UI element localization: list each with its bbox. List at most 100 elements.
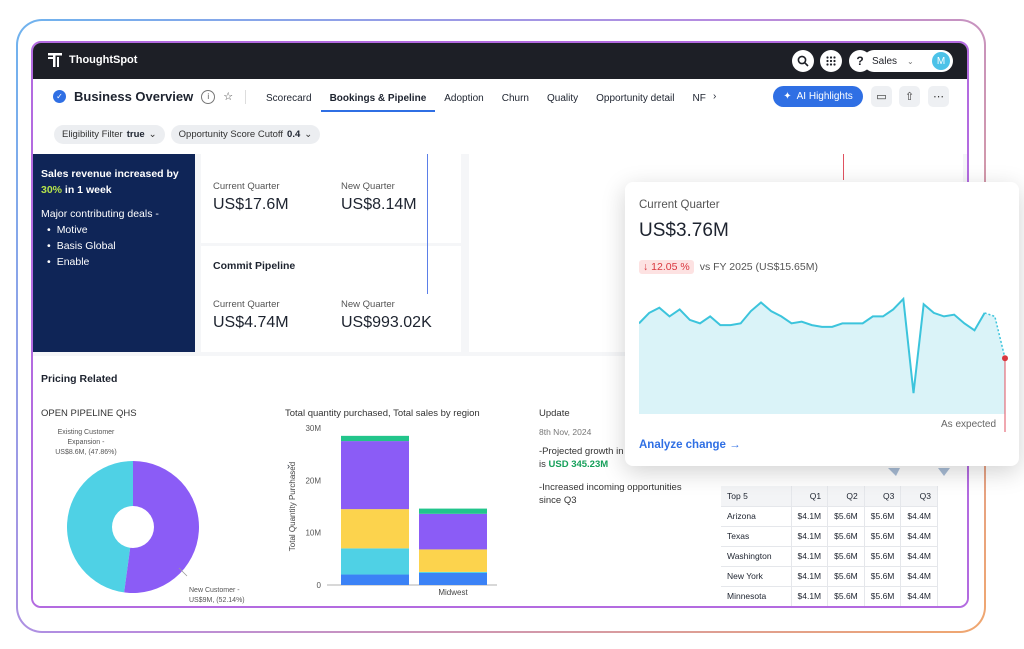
bar-segment[interactable]	[419, 508, 487, 514]
chart-cursor-line	[427, 154, 428, 294]
org-selector[interactable]: Sales ⌄ M	[863, 50, 953, 72]
delta-badge: ↓ 12.05 %	[639, 260, 694, 274]
table-header[interactable]: Q2	[827, 486, 865, 507]
table-row[interactable]: Arizona $4.1M $5.6M $5.6M $4.4M	[721, 506, 938, 527]
table-row[interactable]: Washington $4.1M $5.6M $5.6M $4.4M	[721, 546, 938, 567]
analyze-change-link[interactable]: Analyze change →	[639, 439, 741, 451]
verified-badge-icon: ✓	[53, 90, 66, 103]
anomaly-point[interactable]	[1002, 355, 1008, 362]
share-icon[interactable]: ⇧	[899, 86, 920, 107]
ai-highlights-button[interactable]: ✦ AI Highlights	[773, 86, 863, 107]
table-row[interactable]: Minnesota $4.1M $5.6M $5.6M $4.4M	[721, 586, 938, 606]
bar-segment[interactable]	[419, 571, 487, 573]
donut-label-line: US$8.6M, (47.86%)	[55, 449, 117, 456]
tab-opportunity-detail[interactable]: Opportunity detail	[596, 93, 675, 104]
kpi-popup-card[interactable]: Current Quarter US$3.76M ↓ 12.05 % vs FY…	[625, 182, 1019, 466]
trend-line[interactable]	[639, 296, 986, 394]
kpi-value: US$17.6M	[213, 196, 289, 213]
tab-adoption[interactable]: Adoption	[444, 93, 484, 104]
table-row[interactable]: New York $4.1M $5.6M $5.6M $4.4M	[721, 566, 938, 587]
eligibility-filter-chip[interactable]: Eligibility Filter true ⌄	[54, 125, 165, 144]
table-header[interactable]: Top 5	[721, 486, 792, 507]
table-cell: Washington	[721, 546, 792, 567]
quantity-bar-chart: 0 10M 20M 30M Total Quantity Purchased Midwes…	[288, 424, 497, 597]
bar-segment[interactable]	[341, 435, 409, 442]
bar-segment[interactable]	[419, 513, 487, 550]
insight-card[interactable]: Sales revenue increased by 30% in 1 week…	[33, 154, 195, 352]
bar-segment[interactable]	[341, 548, 409, 575]
more-options-icon[interactable]: ⋯	[928, 86, 949, 107]
tab-bookings-pipeline[interactable]: Bookings & Pipeline	[320, 91, 436, 112]
table-cell: $4.1M	[791, 586, 829, 606]
kpi-value: US$4.74M	[213, 314, 289, 331]
insight-highlight: 30%	[41, 184, 63, 196]
brand-logo[interactable]: ThoughtSpot	[47, 52, 137, 68]
kpi-label: New Quarter	[341, 299, 395, 310]
donut-slice-existing[interactable]	[67, 461, 133, 593]
table-cell: $4.4M	[900, 526, 938, 547]
table-cell: $5.6M	[827, 586, 865, 606]
search-icon[interactable]	[792, 50, 814, 72]
chevron-down-icon: ⌄	[148, 129, 157, 140]
commit-pipeline-card[interactable]: Commit Pipeline Current Quarter US$4.74M…	[201, 246, 461, 352]
tab-quality[interactable]: Quality	[547, 93, 579, 104]
popup-label: Current Quarter	[639, 199, 720, 211]
tab-bar: Scorecard Bookings & Pipeline Adoption C…	[257, 91, 708, 112]
org-name: Sales	[872, 55, 898, 67]
table-cell: $4.1M	[791, 526, 829, 547]
bar-segment[interactable]	[341, 574, 409, 585]
table-cell: $5.6M	[827, 546, 865, 567]
expected-label: As expected	[941, 419, 997, 430]
tab-churn[interactable]: Churn	[501, 93, 529, 104]
apps-grid-icon[interactable]	[820, 50, 842, 72]
tab-scorecard[interactable]: Scorecard	[266, 93, 312, 104]
bar-segment[interactable]	[419, 572, 487, 585]
filter-value: 0.4	[287, 129, 301, 140]
tab-scroll-right-icon[interactable]: ›	[713, 91, 717, 102]
section-title: Pricing Related	[41, 373, 118, 385]
donut-hole	[112, 506, 154, 548]
bar-segment[interactable]	[341, 509, 409, 549]
y-tick-label: 30M	[305, 424, 321, 433]
table-cell: $4.1M	[791, 566, 829, 587]
update-line: -Projected growth in	[539, 446, 624, 457]
filter-value: true	[126, 129, 145, 140]
info-icon[interactable]: i	[201, 89, 216, 104]
expand-chevron-icon[interactable]: ›	[287, 461, 290, 471]
sparkle-icon: ✦	[783, 91, 792, 102]
table-header[interactable]: Q3	[864, 486, 902, 507]
table-cell: $4.4M	[900, 586, 938, 606]
deal-item: Motive	[47, 222, 187, 238]
pricing-section: Pricing Related OPEN PIPELINE QHS Existi…	[33, 356, 967, 606]
tab-truncated[interactable]: NF	[692, 93, 706, 104]
insight-line: in 1 week	[62, 184, 112, 196]
table-cell: Minnesota	[721, 586, 792, 606]
bar-segment[interactable]	[341, 441, 409, 510]
delta-value: 12.05 %	[651, 261, 690, 273]
opportunity-score-filter-chip[interactable]: Opportunity Score Cutoff 0.4 ⌄	[170, 125, 321, 144]
chevron-down-icon: ⌄	[907, 56, 914, 66]
table-header[interactable]: Q3	[900, 486, 938, 507]
star-icon[interactable]: ☆	[223, 91, 234, 103]
table-row[interactable]: Texas $4.1M $5.6M $5.6M $4.4M	[721, 526, 938, 547]
comment-icon[interactable]: ▭	[871, 86, 892, 107]
y-tick-label: 10M	[305, 529, 321, 538]
user-avatar[interactable]: M	[932, 52, 950, 70]
brand-name: ThoughtSpot	[69, 54, 138, 66]
trend-marker-line	[843, 154, 844, 180]
table-cell: $5.6M	[864, 586, 902, 606]
table-cell: $4.4M	[900, 566, 938, 587]
table-cell: $5.6M	[864, 526, 902, 547]
table-cell: $4.4M	[900, 546, 938, 567]
donut-slice-new[interactable]	[124, 461, 200, 593]
donut-label-new: New Customer - US$9M, (52.14%)	[189, 586, 245, 606]
donut-label-existing: Existing Customer Expansion - US$8.6M, (…	[41, 428, 131, 458]
bar-segment[interactable]	[419, 549, 487, 572]
kpi-value: US$8.14M	[341, 196, 417, 213]
donut-label-line: Existing Customer	[57, 429, 115, 436]
kpi-card[interactable]: Current Quarter US$17.6M New Quarter US$…	[201, 154, 461, 243]
table-header[interactable]: Q1	[791, 486, 829, 507]
top-nav-bar: ThoughtSpot ? Sales ⌄ M	[33, 43, 967, 79]
x-tick-label: Midwest	[438, 588, 468, 597]
table-cell: $5.6M	[827, 526, 865, 547]
